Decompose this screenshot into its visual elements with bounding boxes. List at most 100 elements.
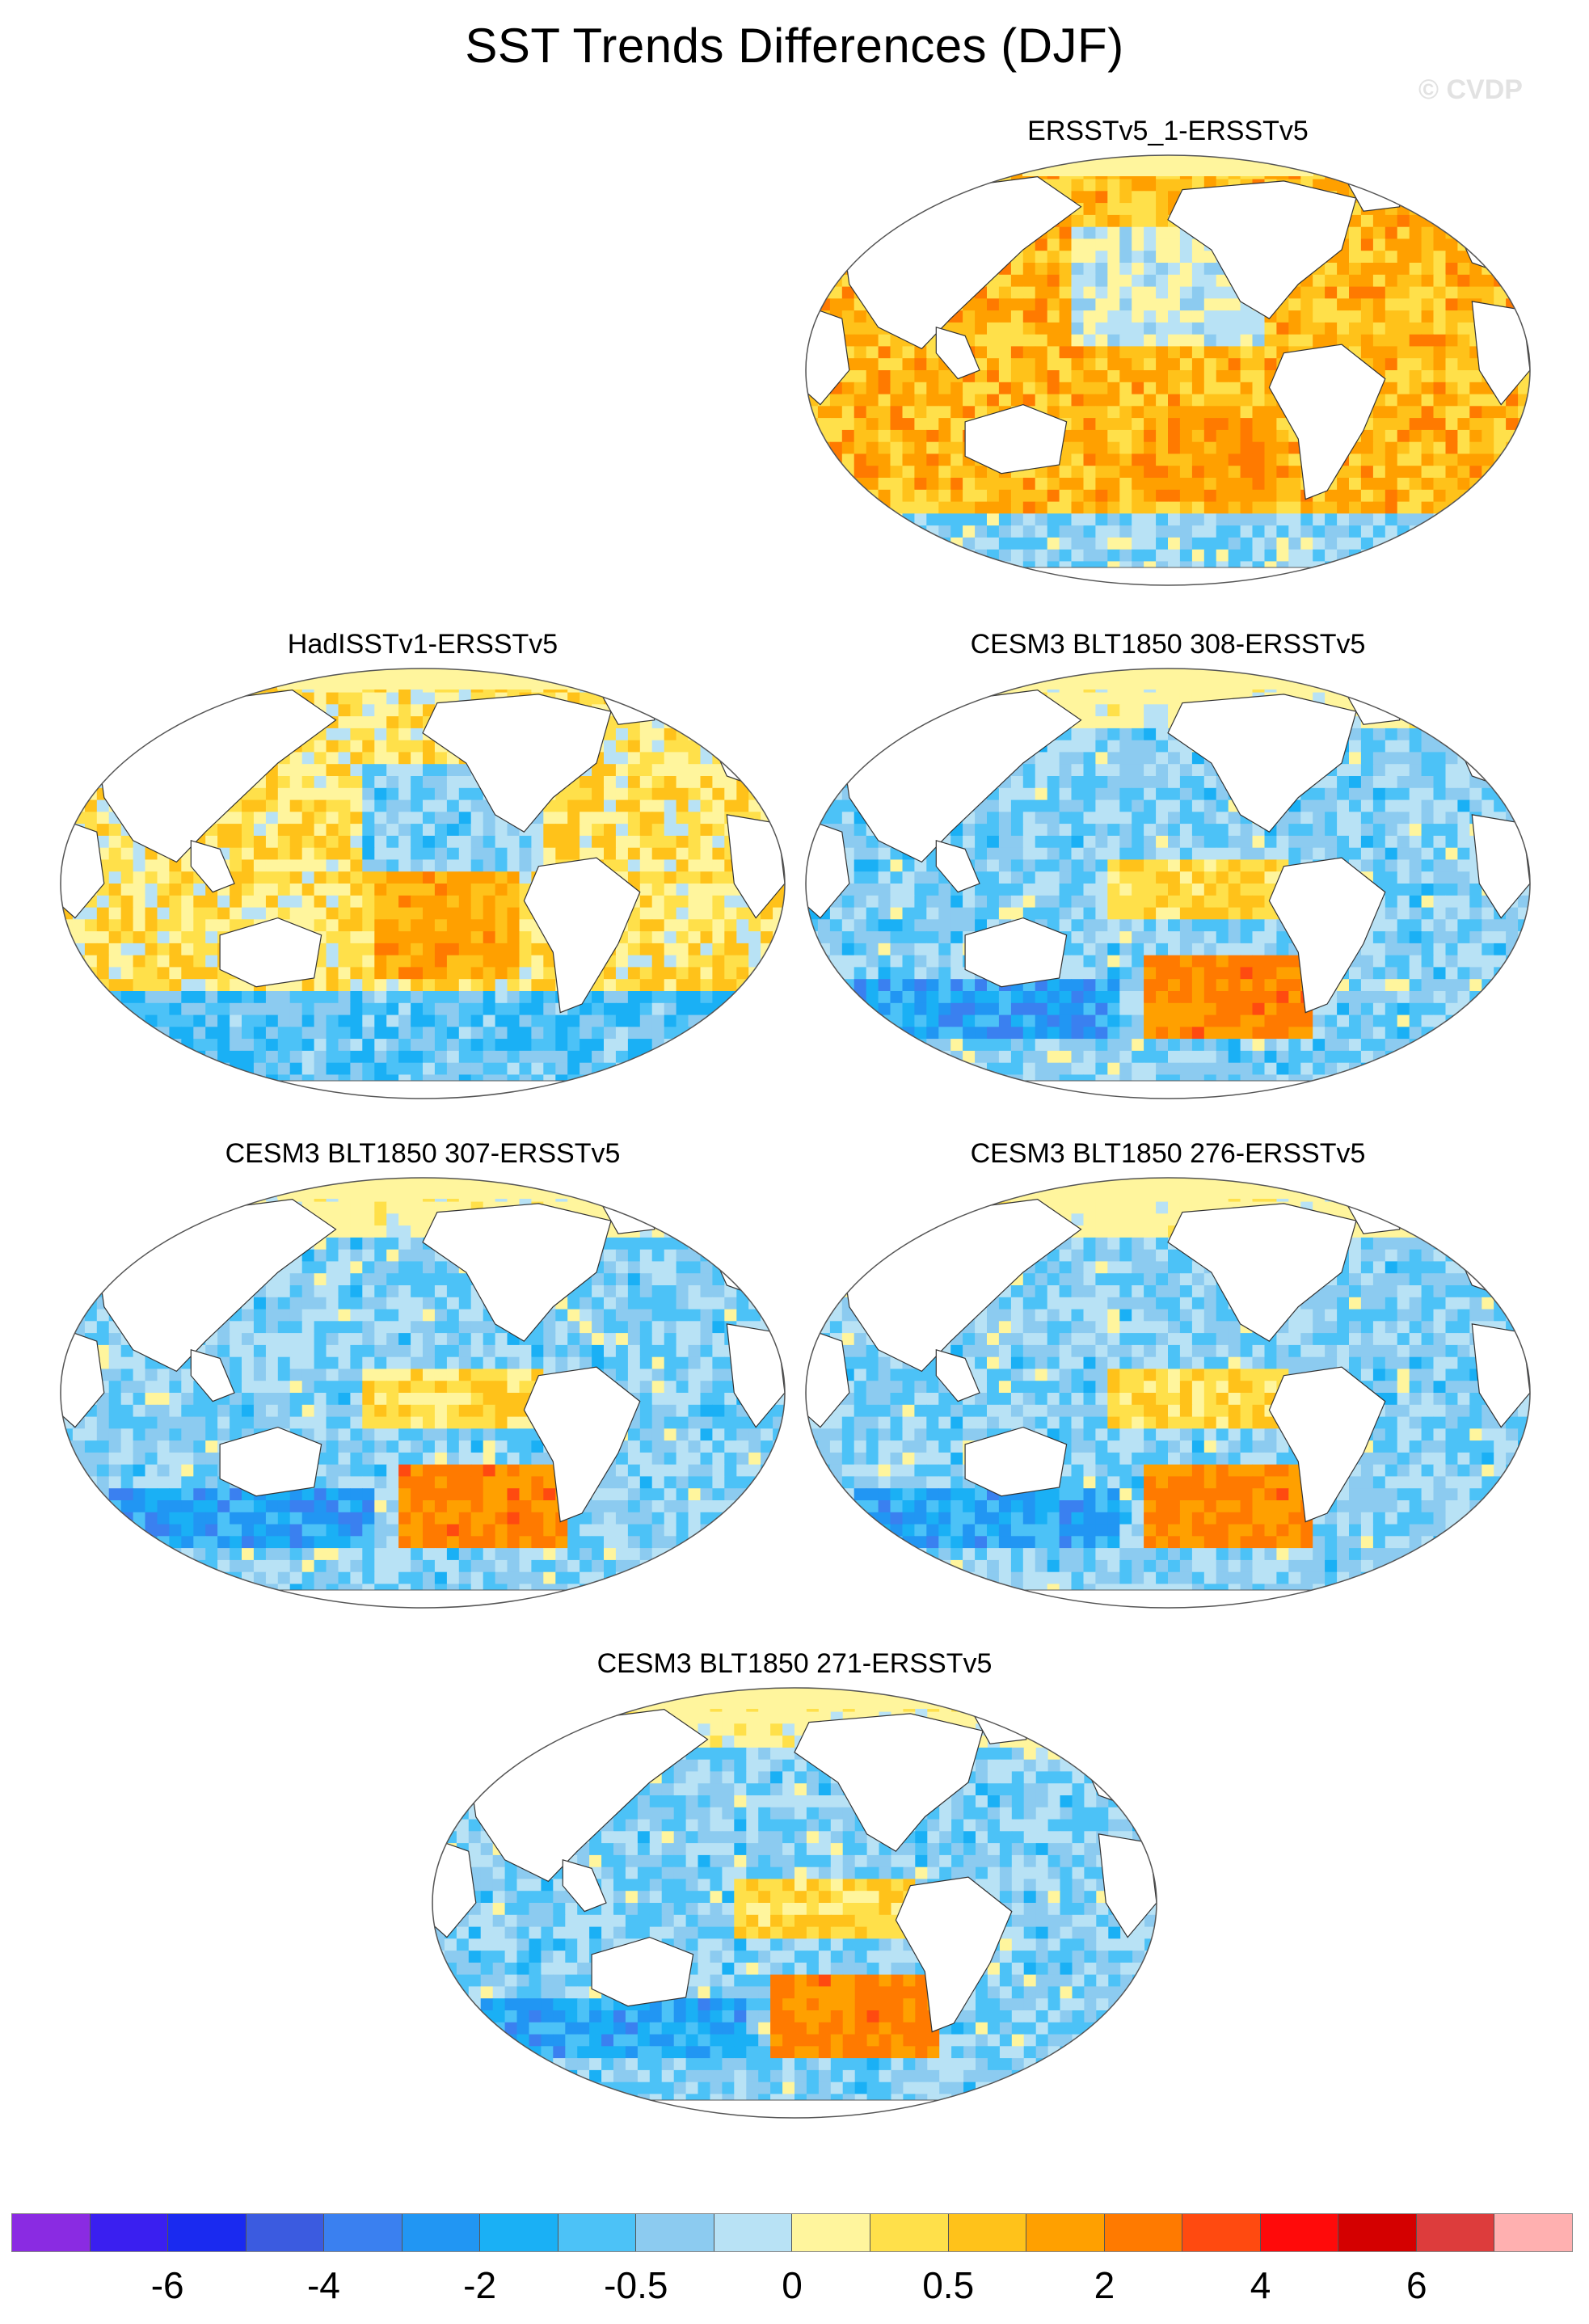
sst-cell bbox=[350, 728, 363, 741]
sst-cell bbox=[841, 680, 855, 694]
sst-cell bbox=[1445, 418, 1458, 431]
sst-cell bbox=[1397, 561, 1410, 574]
sst-cell bbox=[1337, 776, 1350, 789]
sst-cell bbox=[1409, 549, 1423, 563]
sst-cell bbox=[1409, 466, 1423, 479]
sst-cell bbox=[817, 263, 831, 276]
sst-cell bbox=[350, 740, 363, 753]
sst-cell bbox=[338, 907, 351, 920]
sst-cell bbox=[108, 716, 122, 729]
sst-cell bbox=[1276, 466, 1289, 479]
sst-cell bbox=[604, 1014, 617, 1027]
sst-cell bbox=[108, 859, 122, 872]
sst-cell bbox=[1506, 238, 1519, 251]
sst-cell bbox=[1047, 346, 1060, 359]
sst-cell bbox=[1191, 764, 1205, 777]
sst-cell bbox=[736, 919, 749, 932]
sst-cell bbox=[169, 907, 182, 920]
sst-cell bbox=[567, 847, 580, 861]
sst-cell bbox=[326, 1062, 339, 1076]
sst-cell bbox=[1240, 549, 1254, 563]
sst-cell bbox=[386, 787, 399, 801]
sst-cell bbox=[1506, 478, 1519, 491]
sst-cell bbox=[1433, 155, 1446, 168]
sst-cell bbox=[1518, 263, 1530, 276]
sst-cell bbox=[1216, 358, 1229, 371]
sst-cell bbox=[1360, 429, 1374, 443]
sst-cell bbox=[817, 453, 831, 466]
sst-cell bbox=[1071, 226, 1084, 240]
sst-cell bbox=[1216, 274, 1229, 288]
sst-cell bbox=[1083, 537, 1096, 550]
sst-cell bbox=[217, 1039, 230, 1052]
sst-cell bbox=[1518, 489, 1530, 503]
sst-cell bbox=[567, 812, 580, 825]
sst-cell bbox=[1071, 525, 1084, 538]
sst-cell bbox=[866, 406, 879, 419]
robinson-map bbox=[805, 668, 1531, 1099]
sst-cell bbox=[1469, 394, 1482, 407]
sst-cell bbox=[1494, 406, 1507, 419]
sst-cell bbox=[1107, 251, 1120, 264]
sst-cell bbox=[507, 884, 520, 896]
sst-cell bbox=[1506, 466, 1519, 479]
sst-cell bbox=[96, 1074, 110, 1087]
sst-cell bbox=[1372, 501, 1386, 514]
sst-cell bbox=[1144, 764, 1157, 777]
sst-cell bbox=[1191, 370, 1205, 383]
sst-cell bbox=[1385, 692, 1398, 705]
sst-cell bbox=[169, 871, 182, 884]
sst-cell bbox=[1457, 167, 1470, 180]
sst-cell bbox=[434, 979, 448, 992]
sst-cell bbox=[1518, 466, 1530, 479]
sst-cell bbox=[639, 895, 653, 909]
sst-cell bbox=[483, 884, 496, 896]
sst-cell bbox=[841, 214, 855, 228]
sst-cell bbox=[543, 1050, 556, 1064]
sst-cell bbox=[1313, 669, 1326, 681]
sst-cell bbox=[362, 931, 375, 944]
sst-cell bbox=[398, 1039, 411, 1052]
sst-cell bbox=[664, 680, 677, 694]
sst-cell bbox=[423, 1050, 436, 1064]
sst-cell bbox=[1071, 764, 1084, 777]
sst-cell bbox=[676, 787, 689, 801]
sst-cell bbox=[1156, 429, 1169, 443]
sst-cell bbox=[1337, 489, 1350, 503]
sst-cell bbox=[61, 1014, 74, 1027]
sst-cell bbox=[1482, 764, 1494, 777]
sst-cell bbox=[1385, 728, 1398, 741]
sst-cell bbox=[1168, 478, 1181, 491]
sst-cell bbox=[676, 991, 689, 1004]
sst-cell bbox=[639, 1062, 653, 1076]
sst-cell bbox=[169, 1027, 182, 1040]
sst-cell bbox=[84, 669, 98, 681]
sst-cell bbox=[761, 776, 773, 789]
sst-cell bbox=[712, 943, 725, 956]
sst-cell bbox=[1372, 155, 1386, 168]
sst-cell bbox=[1300, 669, 1313, 681]
sst-cell bbox=[724, 919, 737, 932]
sst-cell bbox=[854, 346, 867, 359]
sst-cell bbox=[841, 418, 855, 431]
sst-cell bbox=[1191, 418, 1205, 431]
sst-cell bbox=[1397, 573, 1410, 585]
sst-cell bbox=[1433, 549, 1446, 563]
sst-cell bbox=[878, 179, 891, 192]
sst-cell bbox=[1144, 406, 1157, 419]
sst-cell bbox=[1252, 549, 1265, 563]
sst-cell bbox=[1482, 478, 1494, 491]
sst-cell bbox=[495, 979, 508, 992]
sst-cell bbox=[289, 884, 303, 896]
sst-cell bbox=[998, 358, 1012, 371]
sst-cell bbox=[1022, 501, 1036, 514]
sst-cell bbox=[1119, 322, 1132, 335]
sst-cell bbox=[854, 226, 867, 240]
sst-cell bbox=[841, 429, 855, 443]
sst-cell bbox=[1482, 669, 1494, 681]
sst-cell bbox=[277, 859, 291, 872]
sst-cell bbox=[1397, 680, 1410, 694]
sst-cell bbox=[1095, 358, 1108, 371]
sst-cell bbox=[664, 931, 677, 944]
sst-cell bbox=[386, 835, 399, 849]
